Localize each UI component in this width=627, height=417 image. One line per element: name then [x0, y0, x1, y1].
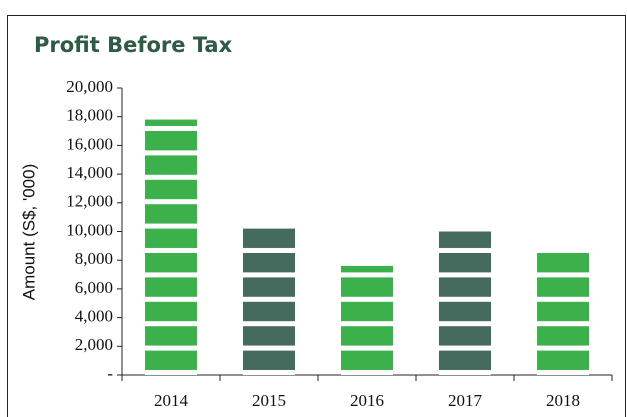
y-tick-label: 16,000 [66, 134, 113, 153]
bar [341, 265, 393, 375]
y-tick-label: 12,000 [66, 192, 113, 211]
y-tick-label: 8,000 [75, 249, 113, 268]
x-tick-label: 2018 [546, 391, 580, 410]
y-tick-label: 18,000 [66, 106, 113, 125]
y-tick-label: 6,000 [75, 278, 113, 297]
bar [145, 119, 197, 375]
y-tick-label: 20,000 [66, 77, 113, 96]
y-axis-label: Amount (S$, '000) [19, 164, 38, 300]
y-tick-label: 14,000 [66, 163, 113, 182]
y-tick-label: 10,000 [66, 220, 113, 239]
x-tick-label: 2016 [350, 391, 384, 410]
x-tick-label: 2017 [448, 391, 483, 410]
x-tick-label: 2015 [252, 391, 286, 410]
y-tick-label: - [107, 364, 113, 383]
bar [439, 231, 491, 375]
x-tick-label: 2014 [154, 391, 189, 410]
y-tick-label: 2,000 [75, 335, 113, 354]
bar [537, 248, 589, 375]
y-tick-label: 4,000 [75, 307, 113, 326]
bar [243, 224, 295, 375]
chart-title: Profit Before Tax [34, 33, 233, 57]
frame [7, 15, 626, 417]
